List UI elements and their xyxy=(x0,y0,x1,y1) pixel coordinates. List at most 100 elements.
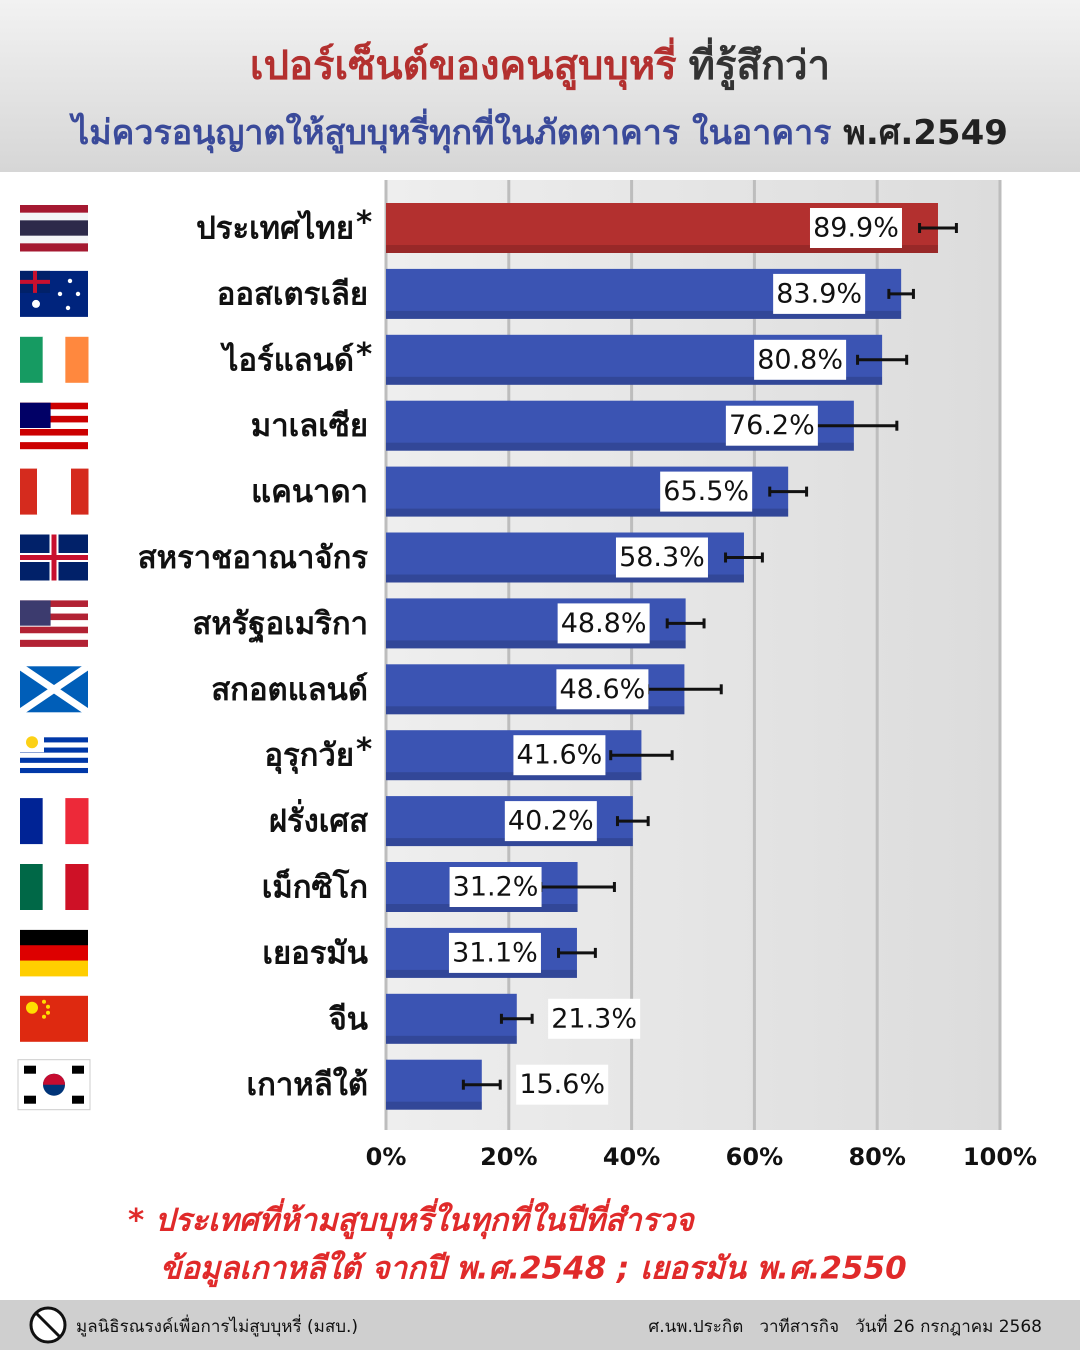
footer-left: มูลนิธิรณรงค์เพื่อการไม่สูบบุหรี่ (มสบ.) xyxy=(76,1314,358,1337)
flag xyxy=(20,732,88,779)
bar-shade xyxy=(386,640,686,649)
y-tick-label: เม็กซิโก xyxy=(262,868,368,906)
flag xyxy=(18,663,90,716)
chart-title: เปอร์เซ็นต์ของคนสูบบุหรี่ ที่รู้สึกว่า xyxy=(250,37,830,91)
flag-part xyxy=(46,1004,50,1009)
value-label-box xyxy=(754,339,847,380)
value-label-box xyxy=(448,932,541,973)
x-tick-label: 60% xyxy=(726,1143,783,1171)
flag xyxy=(17,1059,91,1111)
flag-part xyxy=(20,468,38,515)
value-label-box xyxy=(773,273,866,314)
value-label-box xyxy=(809,208,902,248)
bar-shade xyxy=(386,508,789,517)
flag-part xyxy=(65,305,71,311)
value-label: 40.2% xyxy=(508,806,594,837)
footnote: * ประเทศที่ห้ามสูบบุหรี่ในทุกที่ในปีที่ส… xyxy=(128,1198,696,1240)
flag-part xyxy=(32,299,40,308)
value-label: 76.2% xyxy=(729,410,815,441)
bar-shade xyxy=(386,442,854,451)
plot-area xyxy=(386,180,1000,1130)
flag-part xyxy=(20,415,88,423)
flag-part xyxy=(17,1059,91,1111)
value-label: 21.3% xyxy=(551,1003,637,1034)
value-label-box xyxy=(513,735,606,776)
bar-shade xyxy=(386,376,883,385)
value-label-box xyxy=(449,867,542,907)
y-tick-label: ไอร์แลนด์ xyxy=(220,341,354,378)
flag-part xyxy=(20,228,88,237)
flag-part xyxy=(24,1095,36,1104)
flag-part xyxy=(20,212,88,221)
flag-part xyxy=(20,945,88,962)
value-label-box xyxy=(557,603,650,644)
flag-part xyxy=(43,1073,65,1085)
y-tick-label: ออสเตรเลีย xyxy=(217,276,368,312)
footer-bg xyxy=(0,1300,1080,1350)
flag-part xyxy=(24,1065,36,1074)
y-tick-label: ฝรั่งเศส xyxy=(269,799,368,840)
flag-part xyxy=(20,422,88,430)
flag-part xyxy=(20,600,51,626)
flag xyxy=(20,600,88,647)
bar-shade xyxy=(386,969,577,978)
bar-shade xyxy=(386,1101,482,1110)
footnote: ข้อมูลเกาหลีใต้ จากปี พ.ศ.2548 ; เยอรมัน… xyxy=(160,1250,907,1288)
flag-part xyxy=(20,235,88,244)
x-tick-label: 0% xyxy=(366,1143,407,1171)
flag xyxy=(20,270,88,317)
title-part: ไม่ควรอนุญาตให้สูบบุหรี่ทุกที่ในภัตตาคาร… xyxy=(69,108,832,154)
y-tick-label: อุรุกวัย xyxy=(264,738,354,775)
y-tick-label: แคนาดา xyxy=(251,474,368,510)
value-label-box xyxy=(504,801,597,842)
value-label: 89.9% xyxy=(813,213,899,244)
flag-part xyxy=(42,798,66,845)
flag-part xyxy=(20,752,88,759)
value-label: 31.2% xyxy=(453,872,539,903)
y-tick-label: สหรัฐอเมริกา xyxy=(192,606,368,644)
flag-part xyxy=(67,278,73,284)
title-part: พ.ศ.2549 xyxy=(843,113,1007,153)
flag-part xyxy=(65,336,89,383)
value-label: 41.6% xyxy=(517,740,603,771)
flag-part xyxy=(65,864,89,910)
flag-part xyxy=(20,762,88,769)
header-bg xyxy=(0,0,1080,172)
flag-part xyxy=(51,534,57,581)
footer-right: ศ.นพ.ประกิต วาทีสารกิจ วันที่ 26 กรกฎาคม… xyxy=(648,1314,1042,1337)
category-marker: * xyxy=(356,336,372,372)
flag-part xyxy=(20,742,88,749)
bar-shade xyxy=(386,706,685,715)
flag-part xyxy=(20,757,88,764)
flag-part xyxy=(20,402,51,428)
flag-part xyxy=(20,960,88,977)
value-label-box xyxy=(516,1064,609,1105)
value-label-box xyxy=(660,471,753,512)
flag-part xyxy=(20,428,88,437)
flag xyxy=(20,798,89,845)
flag-part xyxy=(20,798,44,845)
bar-shade xyxy=(386,1035,517,1044)
flag-part xyxy=(57,291,63,297)
value-label: 48.6% xyxy=(560,674,646,705)
bar-shade xyxy=(386,838,633,847)
value-label: 65.5% xyxy=(663,476,749,507)
flag xyxy=(20,468,89,515)
value-label: 80.8% xyxy=(757,344,843,375)
flag-part xyxy=(20,773,88,779)
bar-shade xyxy=(386,245,938,253)
flag-part xyxy=(20,929,88,946)
y-tick-label: เยอรมัน xyxy=(262,935,368,971)
flag xyxy=(20,205,88,252)
value-label: 83.9% xyxy=(776,278,862,309)
y-tick-label: ประเทศไทย xyxy=(196,210,354,247)
flag xyxy=(20,864,89,910)
flag-part xyxy=(75,291,81,297)
flag-part xyxy=(20,409,88,417)
flag xyxy=(20,336,89,383)
flag-part xyxy=(71,468,89,515)
bar-shade xyxy=(386,574,744,583)
value-label: 58.3% xyxy=(619,542,705,573)
flag-part xyxy=(20,767,88,774)
chart-subtitle: ไม่ควรอนุญาตให้สูบบุหรี่ทุกที่ในภัตตาคาร… xyxy=(69,108,1008,154)
